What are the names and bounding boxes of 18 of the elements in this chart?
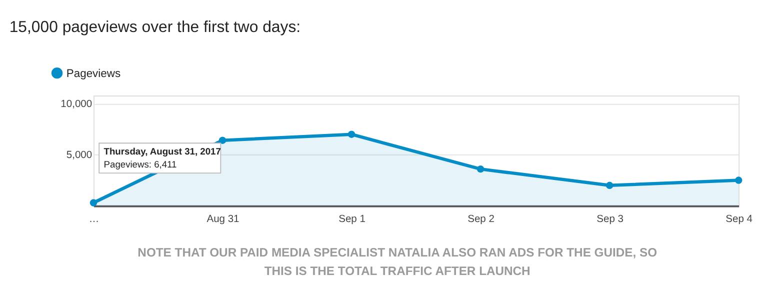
text: NOTE THAT OUR PAID MEDIA SPECIALIST NATALIA ALSO RAN ADS FOR THE GUIDE, SO THIS IS THE TOTAL TRAFFIC AFTER LAUNCH xyxy=(138,245,658,278)
point xyxy=(606,182,614,190)
point xyxy=(348,130,356,138)
point xyxy=(218,136,226,144)
y-tick-label: 5,000 xyxy=(66,150,92,162)
x-tick-label: Aug 31 xyxy=(206,214,240,226)
chart-title: 15,000 pageviews over the first two days: xyxy=(9,18,301,36)
x-tick-label: Sep 2 xyxy=(468,214,495,226)
x-tick-label: Sep 1 xyxy=(338,214,366,226)
point xyxy=(90,199,98,206)
legend-label: Pageviews xyxy=(66,68,121,80)
x-tick-label: Sep 4 xyxy=(726,214,753,226)
point xyxy=(734,176,742,184)
x-tick-label: … xyxy=(88,214,100,226)
annotation: Thursday, August 31, 2017 Pageviews: 6,411 xyxy=(104,146,221,170)
x-tick-label: Sep 3 xyxy=(596,214,624,226)
y-tick-label: 10,000 xyxy=(60,98,92,110)
point xyxy=(476,165,484,173)
